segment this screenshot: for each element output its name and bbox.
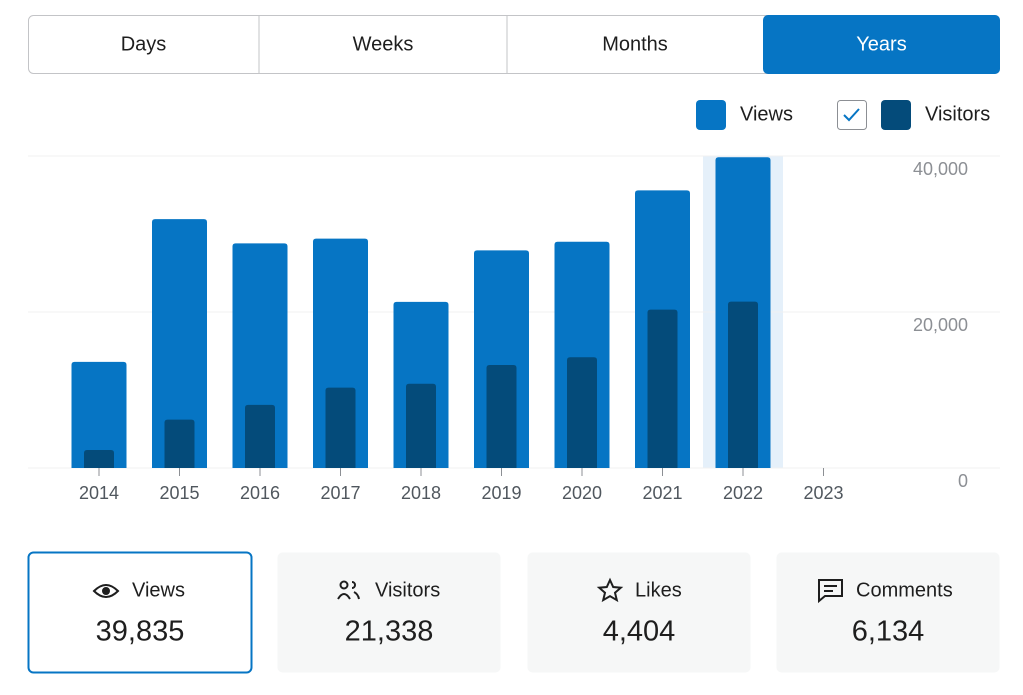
visitors-icon <box>337 581 360 600</box>
legend-swatch <box>881 100 911 130</box>
x-tick-label: 2017 <box>320 483 360 503</box>
y-tick-label: 40,000 <box>913 159 968 179</box>
legend-label: Visitors <box>925 103 990 125</box>
tab-label[interactable]: Months <box>602 33 668 55</box>
stat-card[interactable] <box>277 552 501 673</box>
bar <box>152 219 207 468</box>
bar <box>71 361 127 468</box>
bar <box>406 383 436 468</box>
y-tick-label: 0 <box>958 471 968 491</box>
x-tick-label: 2023 <box>803 483 843 503</box>
stat-label: Views <box>132 579 185 601</box>
y-tick-label: 20,000 <box>913 315 968 335</box>
tab-label[interactable]: Years <box>856 33 906 55</box>
comment-icon <box>818 579 843 604</box>
eye-pupil <box>102 587 110 595</box>
x-tick-label: 2022 <box>723 483 763 503</box>
stat-label: Comments <box>856 579 953 601</box>
star-icon <box>596 577 624 603</box>
stat-value: 6,134 <box>852 616 925 648</box>
x-tick-label: 2014 <box>79 483 119 503</box>
x-tick-label: 2019 <box>481 483 521 503</box>
eye-icon <box>92 584 120 598</box>
stat-label: Visitors <box>375 579 440 601</box>
bar <box>325 387 356 468</box>
stat-value: 39,835 <box>96 616 185 648</box>
stat-card[interactable] <box>27 551 253 674</box>
x-tick-label: 2015 <box>159 483 199 503</box>
x-tick-label: 2021 <box>642 483 682 503</box>
bar <box>486 365 517 468</box>
bar <box>567 357 597 468</box>
stat-value: 21,338 <box>345 616 434 648</box>
stat-card[interactable] <box>776 552 1000 673</box>
stat-value: 4,404 <box>603 616 676 648</box>
tab-active-bg[interactable] <box>763 15 1000 74</box>
checkmark <box>843 108 860 122</box>
legend-label: Views <box>740 103 793 125</box>
visitors-icon <box>339 580 349 590</box>
x-tick-label: 2016 <box>240 483 280 503</box>
bar <box>728 301 758 468</box>
stat-label: Likes <box>635 579 682 601</box>
bar <box>164 419 195 468</box>
x-tick-label: 2018 <box>401 483 441 503</box>
tab-label[interactable]: Weeks <box>353 33 414 55</box>
stat-card[interactable] <box>527 552 751 673</box>
x-tick-label: 2020 <box>562 483 602 503</box>
bar <box>245 404 275 468</box>
legend-swatch <box>696 100 726 130</box>
legend-checkbox[interactable] <box>837 100 867 130</box>
icons <box>92 577 843 604</box>
bar <box>647 309 678 468</box>
bar <box>84 450 114 468</box>
tab-label[interactable]: Days <box>121 33 167 55</box>
